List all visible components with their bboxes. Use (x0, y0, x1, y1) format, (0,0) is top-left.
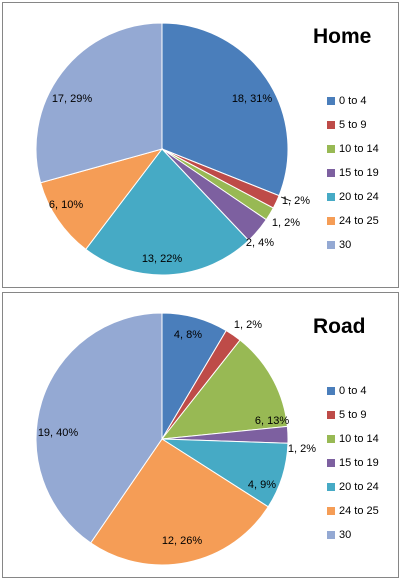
legend-swatch (327, 241, 335, 249)
pie-slice-30 (35, 22, 163, 184)
legend-label: 0 to 4 (339, 95, 367, 107)
legend-item: 24 to 25 (327, 209, 379, 233)
legend-label: 15 to 19 (339, 457, 379, 469)
legend-label: 20 to 24 (339, 191, 379, 203)
legend-label: 24 to 25 (339, 505, 379, 517)
pie-slice-20-to-24 (85, 148, 250, 276)
legend-label: 15 to 19 (339, 167, 379, 179)
legend-swatch (327, 217, 335, 225)
data-label: 1, 2% (288, 443, 316, 455)
legend-swatch (327, 193, 335, 201)
legend-swatch (327, 531, 335, 539)
data-label: 6, 10% (49, 199, 83, 211)
legend-swatch (327, 169, 335, 177)
legend-swatch (327, 145, 335, 153)
legend-item: 15 to 19 (327, 161, 379, 185)
pie-slice-30 (35, 312, 163, 544)
legend-item: 24 to 25 (327, 499, 379, 523)
legend-road: 0 to 4 5 to 9 10 to 14 15 to 19 20 to 24… (327, 379, 379, 547)
legend-swatch (327, 507, 335, 515)
data-label: 6, 13% (255, 415, 289, 427)
legend-home: 0 to 4 5 to 9 10 to 14 15 to 19 20 to 24… (327, 89, 379, 257)
data-label: 2, 4% (246, 237, 274, 249)
data-label: 13, 22% (142, 253, 183, 265)
chart-home: 18, 31% 1, 2% 1, 2% 2, 4% 13, 22% 6, 10% 17, 2… (2, 2, 399, 288)
pie-slice-24-to-25 (39, 148, 164, 251)
data-label: 19, 40% (38, 427, 79, 439)
legend-label: 24 to 25 (339, 215, 379, 227)
legend-item: 30 (327, 523, 379, 547)
legend-swatch (327, 121, 335, 129)
legend-item: 20 to 24 (327, 475, 379, 499)
pie-slice-0-to-4 (161, 22, 289, 197)
chart-title-road: Road (313, 315, 366, 338)
data-label: 4, 8% (174, 329, 202, 341)
legend-item: 5 to 9 (327, 403, 379, 427)
legend-item: 30 (327, 233, 379, 257)
legend-label: 5 to 9 (339, 119, 367, 131)
legend-label: 30 (339, 239, 352, 251)
data-label: 18, 31% (232, 93, 273, 105)
pie-slice-24-to-25 (89, 438, 269, 566)
legend-swatch (327, 459, 335, 467)
pie-slice-10-to-14 (160, 339, 288, 440)
data-label: 1, 2% (282, 195, 310, 207)
data-label: 4, 9% (248, 479, 276, 491)
legend-swatch (327, 387, 335, 395)
legend-swatch (327, 483, 335, 491)
data-label: 17, 29% (52, 93, 93, 105)
legend-swatch (327, 435, 335, 443)
legend-item: 20 to 24 (327, 185, 379, 209)
legend-item: 10 to 14 (327, 427, 379, 451)
legend-item: 0 to 4 (327, 379, 379, 403)
legend-swatch (327, 411, 335, 419)
chart-title-home: Home (313, 25, 372, 48)
legend-label: 20 to 24 (339, 481, 379, 493)
legend-item: 0 to 4 (327, 89, 379, 113)
data-label: 12, 26% (162, 535, 203, 547)
legend-item: 15 to 19 (327, 451, 379, 475)
chart-road: 4, 8% 1, 2% 6, 13% 1, 2% 4, 9% 12, 26% 19, 40%… (2, 292, 399, 578)
legend-item: 10 to 14 (327, 137, 379, 161)
legend-label: 30 (339, 529, 352, 541)
legend-label: 5 to 9 (339, 409, 367, 421)
legend-label: 0 to 4 (339, 385, 367, 397)
legend-label: 10 to 14 (339, 143, 379, 155)
legend-item: 5 to 9 (327, 113, 379, 137)
data-label: 1, 2% (272, 217, 300, 229)
pie-home: 18, 31% 1, 2% 1, 2% 2, 4% 13, 22% 6, 10% 17, 2… (35, 22, 310, 276)
data-label: 1, 2% (234, 319, 262, 331)
legend-swatch (327, 97, 335, 105)
legend-label: 10 to 14 (339, 433, 379, 445)
pie-road: 4, 8% 1, 2% 6, 13% 1, 2% 4, 9% 12, 26% 19, 40% (35, 312, 316, 566)
leader-line (280, 196, 292, 202)
